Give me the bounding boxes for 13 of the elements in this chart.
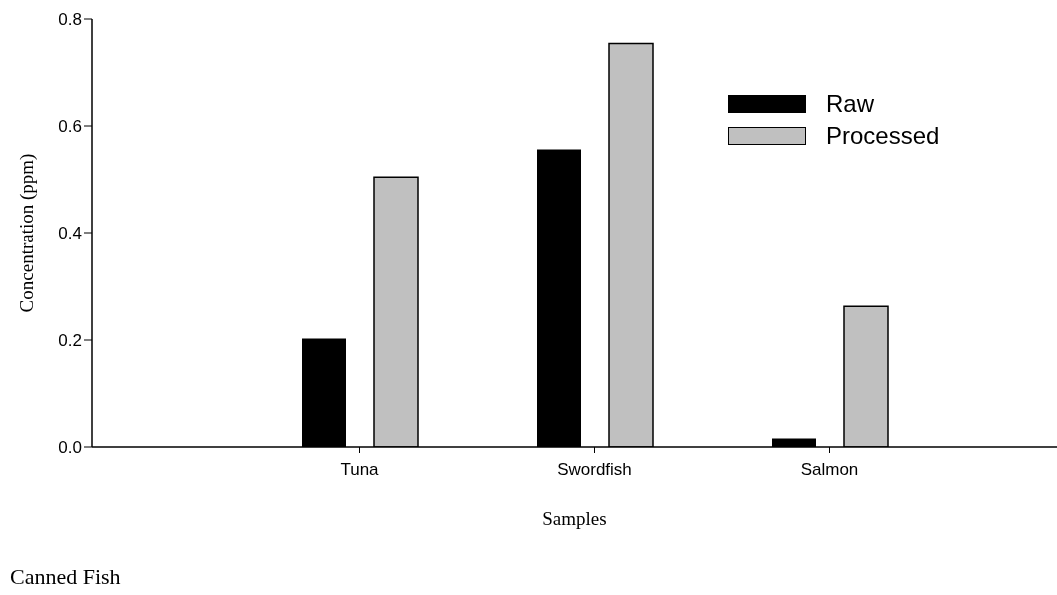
legend-label: Processed xyxy=(826,122,940,150)
y-tick-label: 0.6 xyxy=(58,117,82,137)
legend-label: Raw xyxy=(826,90,875,118)
x-tick-label: Salmon xyxy=(800,460,859,480)
y-tick-label: 0.0 xyxy=(58,438,82,458)
y-tick-label: 0.8 xyxy=(58,10,82,30)
x-tick-label: Tuna xyxy=(340,460,380,480)
y-tick-label: 0.4 xyxy=(58,224,82,244)
text: Canned Fish xyxy=(10,564,121,590)
y-axis-title: Concentration (ppm) xyxy=(15,153,38,313)
y-tick-label: 0.2 xyxy=(58,331,82,351)
x-axis-title: Samples xyxy=(542,508,607,529)
x-tick-label: Swordfish xyxy=(557,460,632,480)
